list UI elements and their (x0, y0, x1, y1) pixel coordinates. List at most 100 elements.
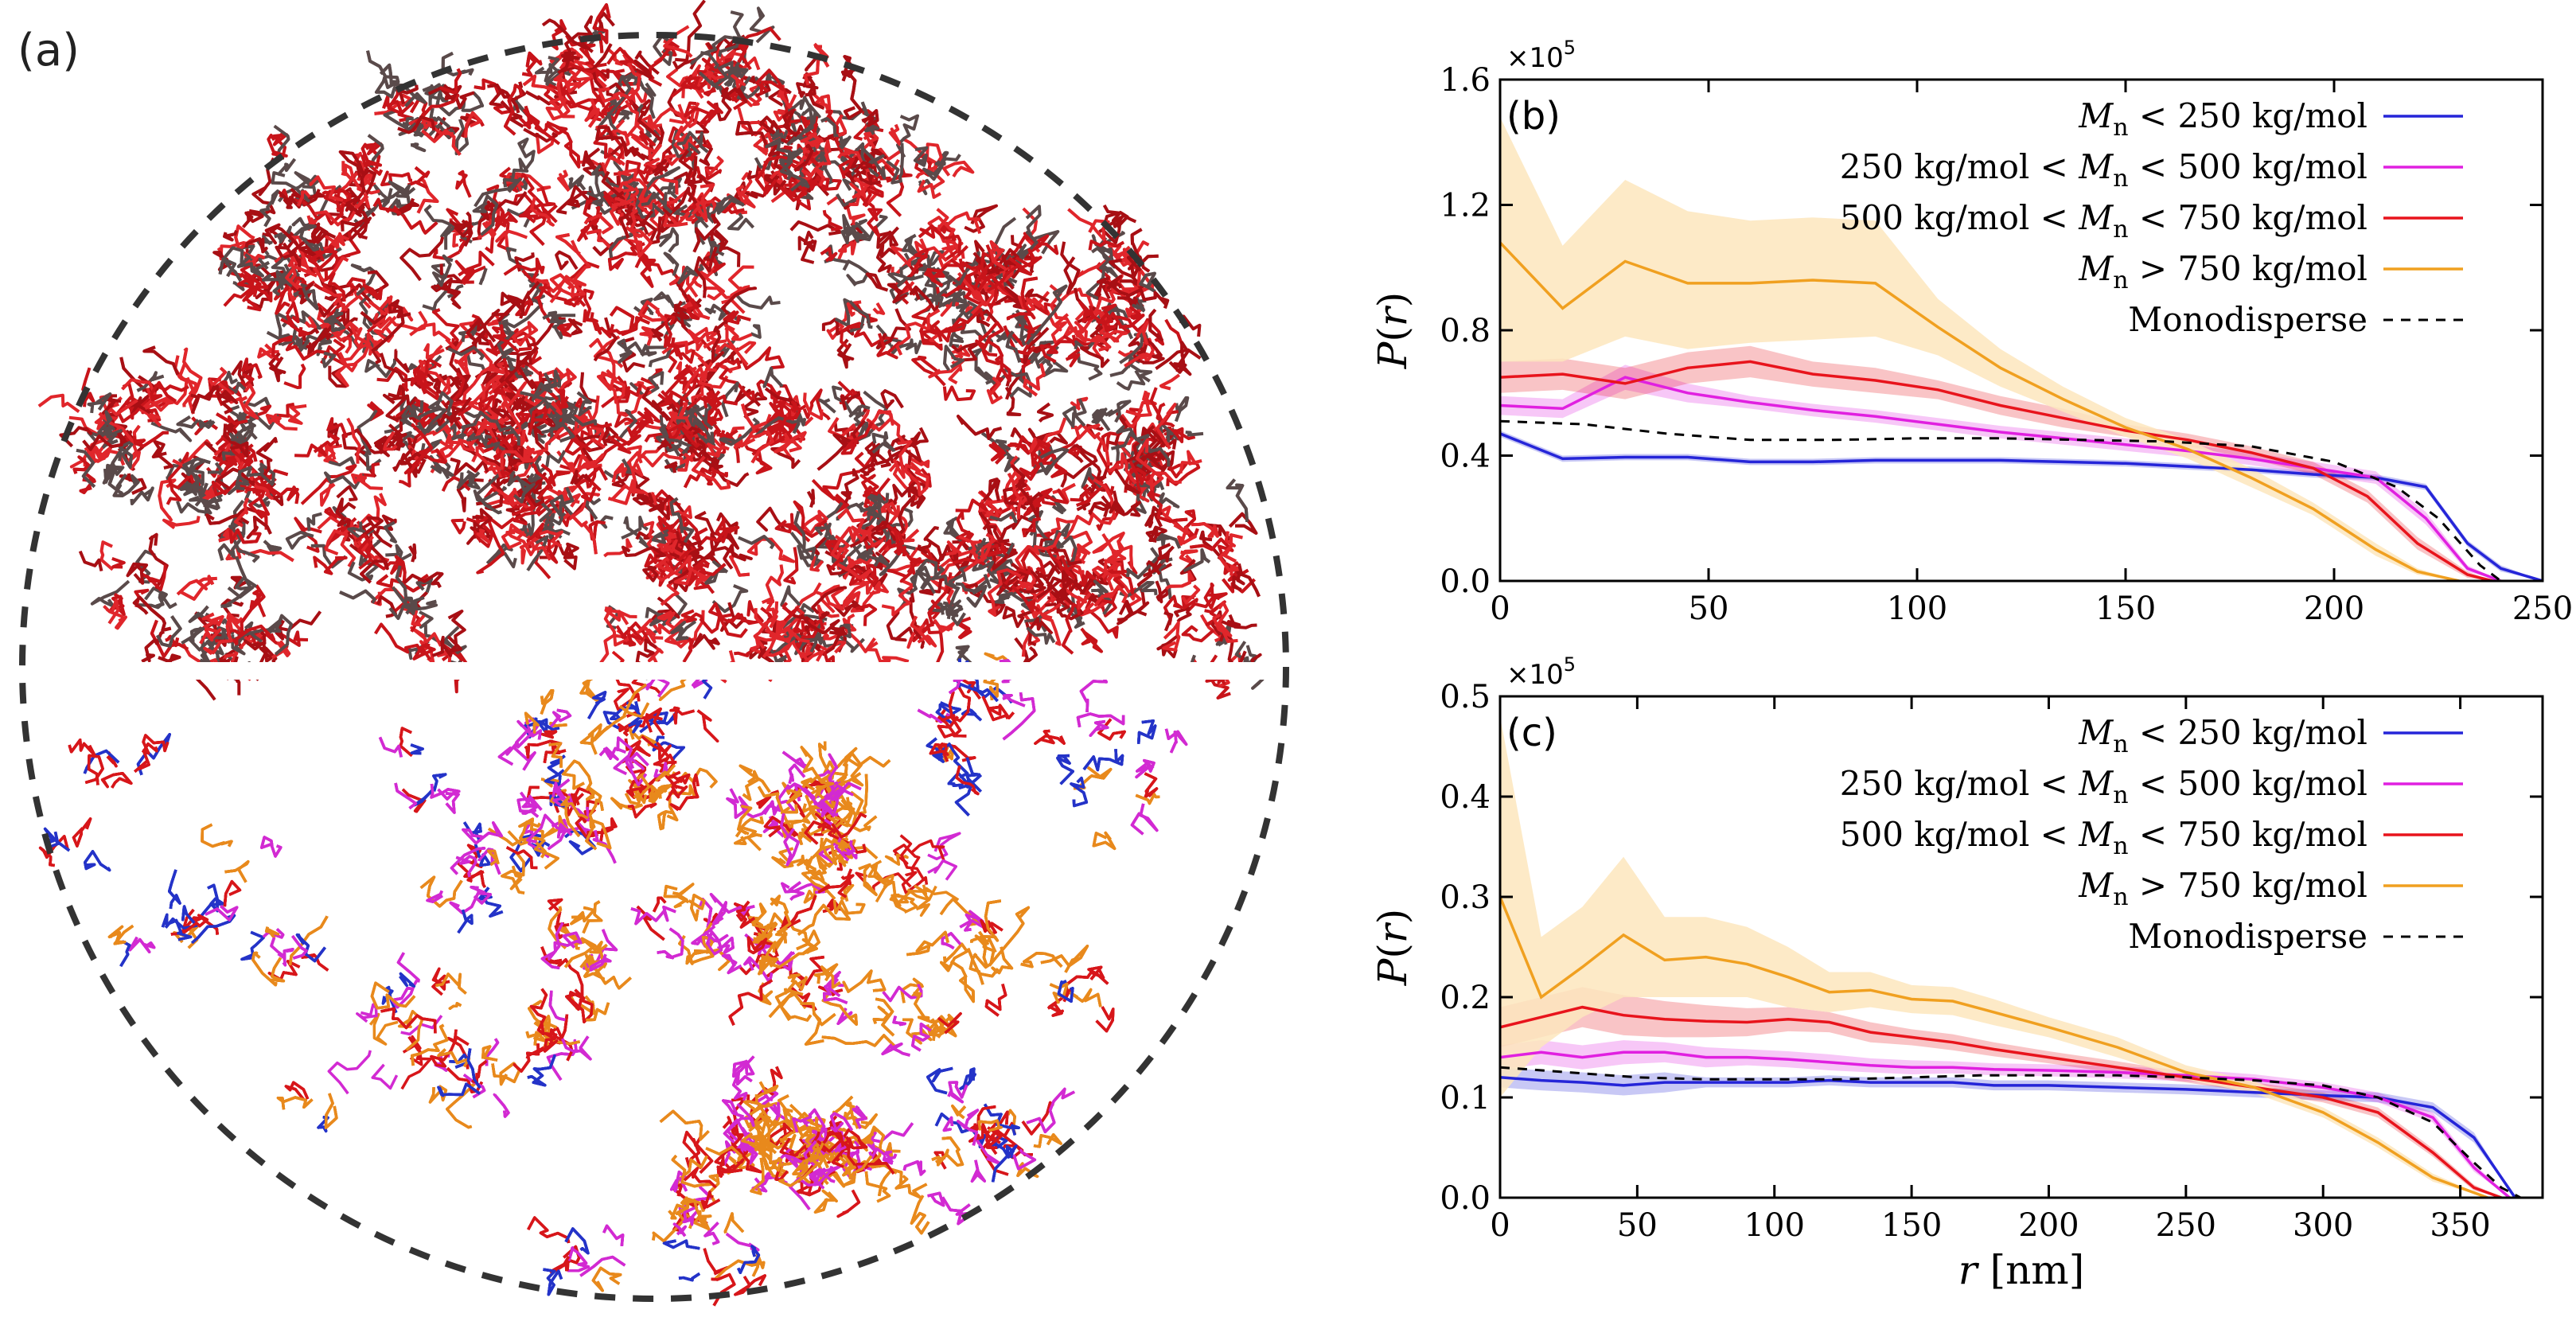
polymer-chain (397, 1010, 424, 1051)
polymer-chain (360, 142, 382, 167)
polymer-chain (1015, 532, 1062, 573)
polymer-chain (424, 204, 457, 236)
polymer-chain (1033, 1133, 1062, 1148)
polymer-chain (1183, 548, 1211, 573)
polymer-chain (659, 423, 692, 455)
polymer-chain (957, 271, 986, 315)
polymer-chain (221, 257, 243, 283)
polymer-chain (390, 299, 411, 318)
polymer-chain (1124, 468, 1147, 493)
polymer-chain (1014, 637, 1038, 668)
polymer-chain (1062, 398, 1087, 428)
polymer-chain (733, 434, 744, 450)
polymer-chain (1096, 276, 1133, 306)
polymer-chain (813, 1189, 838, 1214)
polymer-chain (1177, 526, 1198, 546)
polymer-chain (624, 59, 653, 80)
polymer-chain (676, 767, 718, 789)
polymer-chain (534, 63, 562, 89)
polymer-chain (657, 810, 675, 831)
polymer-chain (607, 463, 644, 501)
polymer-chain (682, 636, 695, 664)
polymer-chain (1063, 509, 1112, 540)
polymer-chain (1145, 525, 1167, 543)
polymer-chain (903, 461, 929, 497)
polymer-chain (884, 853, 909, 866)
polymer-chain (987, 568, 1022, 617)
polymer-chain (247, 548, 294, 563)
polymer-chain (1035, 529, 1057, 540)
polymer-chain (280, 314, 310, 337)
polymer-chain (542, 369, 562, 390)
polymer-chain (737, 535, 775, 550)
polymer-chain (1070, 491, 1091, 507)
polymer-chain (535, 132, 555, 154)
polymer-chain (832, 493, 850, 514)
polymer-chain (887, 557, 922, 583)
polymer-chain (242, 363, 255, 387)
polymer-chain (865, 272, 889, 292)
polymer-chain (663, 251, 680, 277)
polymer-chain (1163, 611, 1174, 632)
polymer-chain (811, 586, 848, 615)
polymer-chain (1128, 330, 1145, 355)
polymer-chain (673, 345, 696, 364)
polymer-chain (700, 467, 728, 486)
polymer-chain (890, 884, 926, 913)
polymer-chain (793, 143, 814, 173)
polymer-chain (1097, 303, 1117, 324)
polymer-chain (750, 324, 762, 339)
polymer-chain (182, 457, 211, 477)
polymer-chain (564, 426, 592, 456)
polymer-chain (126, 562, 149, 585)
polymer-chain (842, 213, 853, 238)
polymer-chain (530, 196, 555, 227)
polymer-chain (198, 419, 216, 429)
polymer-chain (905, 467, 932, 488)
polymer-chain (433, 373, 444, 397)
polymer-chain (446, 1081, 477, 1129)
polymer-chain (432, 248, 461, 261)
polymer-chain (835, 114, 848, 138)
polymer-chain (529, 186, 556, 247)
polymer-chain (754, 155, 788, 195)
polymer-chain (336, 485, 358, 501)
polymer-chain (1037, 402, 1054, 423)
polymer-chain (853, 322, 898, 348)
polymer-chain (1054, 570, 1074, 606)
polymer-chain (986, 544, 1003, 557)
polymer-chain (158, 653, 181, 663)
polymer-chain (244, 237, 268, 254)
polymer-chain (740, 403, 767, 431)
polymer-chain (421, 128, 462, 156)
polymer-chain (1191, 522, 1219, 538)
polymer-chain (668, 265, 699, 298)
polymer-chain (1040, 602, 1062, 620)
polymer-chain (801, 239, 815, 264)
polymer-chain (523, 127, 558, 143)
polymer-chain (663, 25, 693, 58)
polymer-chain (251, 157, 275, 205)
polymer-chain (989, 240, 1007, 271)
polymer-chain (545, 403, 572, 426)
polymer-chain (367, 400, 384, 422)
polymer-chain (583, 288, 594, 323)
polymer-chain (620, 88, 649, 104)
polymer-chain (374, 622, 425, 656)
polymer-chain (1023, 363, 1046, 397)
polymer-chain (542, 535, 559, 564)
polymer-chain (917, 542, 933, 554)
polymer-chain (268, 352, 286, 383)
polymer-chain (811, 470, 861, 501)
polymer-chain (524, 390, 548, 407)
polymer-chain (282, 310, 322, 330)
polymer-chain (398, 84, 419, 105)
polymer-chain (641, 387, 666, 418)
polymer-chain (638, 131, 656, 146)
polymer-chain (803, 392, 824, 420)
polymer-chain (927, 859, 958, 881)
polymer-chain (674, 531, 699, 565)
polymer-chain (824, 540, 844, 571)
polymer-chain (1069, 988, 1102, 1007)
polymer-chain (181, 627, 205, 645)
